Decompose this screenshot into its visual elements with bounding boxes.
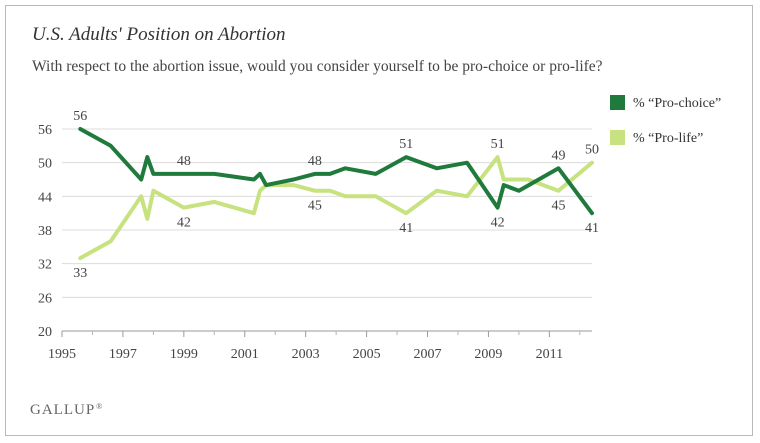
gallup-logo: GALLUP® xyxy=(30,402,104,418)
y-tick-label: 26 xyxy=(38,291,52,306)
y-tick-label: 32 xyxy=(38,258,52,273)
legend-swatch-pro-life xyxy=(610,130,625,145)
x-tick-label: 1995 xyxy=(48,347,76,362)
y-tick-label: 50 xyxy=(38,157,52,172)
data-label: 45 xyxy=(308,199,322,214)
chart-frame xyxy=(5,5,753,436)
pro-life-line xyxy=(78,155,594,261)
legend-swatch-pro-choice xyxy=(610,95,625,110)
x-tick-label: 2007 xyxy=(414,347,442,362)
x-tick-label: 1999 xyxy=(170,347,198,362)
data-label: 50 xyxy=(585,143,599,158)
axis: 20 26 32 38 44 50 56 1995 1997 1999 2001 2003 2005 20… xyxy=(38,123,592,362)
y-tick-label: 38 xyxy=(38,224,52,239)
data-label: 51 xyxy=(399,137,413,152)
data-label: 33 xyxy=(73,266,87,281)
data-label: 45 xyxy=(551,199,565,214)
series-lines xyxy=(78,127,594,261)
y-tick-label: 20 xyxy=(38,325,52,340)
x-tick-label: 1997 xyxy=(109,347,137,362)
data-label: 42 xyxy=(491,216,505,231)
data-label: 41 xyxy=(585,221,599,236)
grid-lines xyxy=(62,128,592,298)
data-label: 41 xyxy=(399,221,413,236)
data-label: 48 xyxy=(308,154,322,169)
chart-title: U.S. Adults' Position on Abortion xyxy=(32,24,286,45)
x-tick-label: 2009 xyxy=(474,347,502,362)
data-label: 49 xyxy=(551,148,565,163)
data-label: 56 xyxy=(73,109,87,124)
x-tick-label: 2005 xyxy=(353,347,381,362)
legend-label-pro-choice: % “Pro-choice” xyxy=(633,96,721,111)
data-label: 42 xyxy=(177,216,191,231)
y-tick-label: 56 xyxy=(38,123,52,138)
data-label: 48 xyxy=(177,154,191,169)
x-tick-label: 2003 xyxy=(292,347,320,362)
chart-subtitle: With respect to the abortion issue, woul… xyxy=(32,58,603,75)
y-tick-label: 44 xyxy=(38,190,52,205)
legend-label-pro-life: % “Pro-life” xyxy=(633,131,703,146)
data-label: 51 xyxy=(491,137,505,152)
x-tick-label: 2011 xyxy=(536,347,563,362)
pro-choice-line xyxy=(78,127,594,216)
data-labels: 56 48 48 51 42 49 41 33 42 45 41 51 45 50 xyxy=(73,109,599,281)
legend: % “Pro-choice” % “Pro-life” xyxy=(610,95,721,146)
x-tick-label: 2001 xyxy=(231,347,259,362)
